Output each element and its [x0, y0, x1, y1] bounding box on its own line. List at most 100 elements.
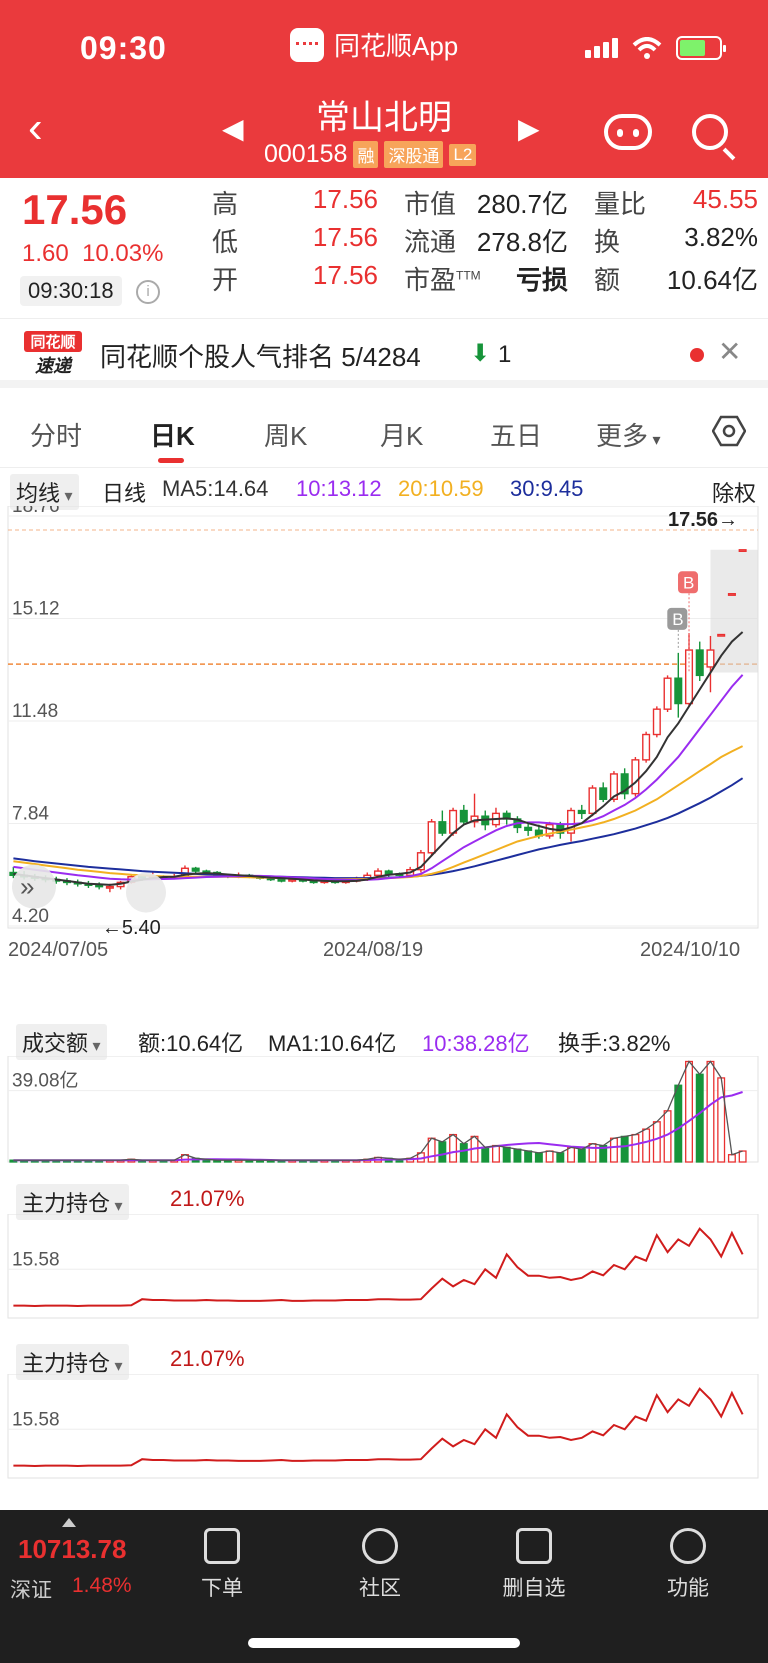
candle-body	[674, 677, 683, 705]
cellular-signal-icon	[585, 38, 618, 58]
volume-bar	[674, 1084, 683, 1163]
wifi-icon	[632, 37, 662, 59]
candle-body	[631, 759, 640, 795]
chart-frame	[7, 1214, 759, 1319]
index-value[interactable]: 10713.78	[18, 1534, 127, 1564]
candle-body	[384, 870, 393, 875]
active-tab-indicator	[158, 458, 184, 463]
indicator-selector[interactable]: 均线	[10, 474, 79, 510]
caret-up-icon	[62, 1518, 76, 1527]
y-tick-label: 15.58	[12, 1409, 60, 1430]
robot-assistant-icon[interactable]	[604, 114, 652, 150]
quote-panel: 17.56 1.60 10.03% 09:30:18 i 高 17.56 低 1…	[0, 178, 768, 314]
candle-body	[663, 677, 672, 710]
candle-body	[449, 809, 458, 834]
y-tick-label: 11.48	[12, 701, 58, 722]
volume-bar	[459, 1143, 468, 1163]
candle-body	[738, 549, 747, 552]
low-label: 低	[212, 227, 239, 257]
y-tick-label: 15.58	[12, 1249, 60, 1270]
candle-body	[588, 787, 597, 815]
last-price: 17.56	[22, 186, 128, 233]
turnover-value: 3.82%	[684, 222, 758, 252]
volume-bar	[545, 1150, 554, 1163]
tab-weekly-k[interactable]: 周K	[264, 421, 308, 451]
remove-watchlist-button[interactable]: 删自选	[484, 1528, 584, 1602]
volume-turnover: 换手:3.82%	[558, 1031, 671, 1056]
price-change: 1.60 10.03%	[22, 240, 164, 267]
volume-bar	[652, 1121, 661, 1163]
quote-time: 09:30:18	[20, 276, 122, 306]
community-button[interactable]: 社区	[330, 1528, 430, 1602]
adjust-label[interactable]: 除权	[712, 481, 757, 506]
candle-body	[727, 593, 736, 596]
minus-box-icon	[516, 1528, 552, 1564]
x-tick-label: 2024/08/19	[323, 939, 423, 961]
bottom-bar: 10713.78 深证 1.48% 下单 社区 删自选 功能	[0, 1510, 768, 1663]
y-tick-label: 15.12	[12, 599, 60, 620]
news-logo: 同花顺 速递	[24, 331, 82, 379]
low-value: 17.56	[312, 222, 378, 252]
settings-hex-icon[interactable]	[712, 414, 746, 448]
candle-body	[470, 815, 479, 823]
volume-bar	[631, 1133, 640, 1163]
tab-more[interactable]: 更多 ▾	[596, 421, 661, 451]
home-indicator	[248, 1638, 520, 1648]
info-icon[interactable]: i	[136, 280, 160, 304]
position-chart-2[interactable]: 15.58	[0, 1374, 768, 1482]
tag-connect: 深股通	[384, 141, 444, 168]
volume-ma10: 10:38.28亿	[422, 1031, 530, 1056]
candle-body	[524, 826, 533, 831]
candle-body	[416, 852, 425, 871]
volume-bar	[620, 1135, 629, 1163]
volume-bar	[491, 1144, 500, 1163]
app-logo-icon	[290, 27, 324, 62]
next-stock-button[interactable]: ▶	[518, 113, 540, 144]
pe-label: 市盈TTM	[404, 265, 481, 295]
crosshair-button-icon	[126, 872, 166, 913]
tab-monthly-k[interactable]: 月K	[380, 421, 424, 451]
volume-bar	[556, 1152, 565, 1163]
tab-intraday[interactable]: 分时	[30, 421, 83, 451]
candlestick-chart[interactable]: 18.76 15.12 11.48 7.84 4.20 BB 17.56→ ←5.40 » 202…	[0, 506, 768, 1006]
status-icons	[585, 36, 726, 60]
popularity-ranking-bar[interactable]: 同花顺 速递 同花顺个股人气排名 5/4284 ⬇ 1 ✕	[0, 318, 768, 388]
candle-body	[706, 649, 715, 668]
position-chart-1[interactable]: 15.58	[0, 1214, 768, 1322]
tag-margin: 融	[353, 141, 379, 168]
chart-frame	[7, 506, 759, 929]
low-price-marker: ←5.40	[102, 917, 161, 939]
volume-bar	[588, 1143, 597, 1163]
volume-selector[interactable]: 成交额	[16, 1024, 107, 1060]
functions-button[interactable]: 功能	[638, 1528, 738, 1602]
volume-amount: 额:10.64亿	[138, 1031, 244, 1056]
header-bar: 09:30 同花顺App ‹ 常山北明 ◀ ▶ 000158 融 深股通 L2	[0, 0, 768, 178]
index-pct: 1.48%	[72, 1574, 132, 1597]
volume-bar	[438, 1141, 447, 1163]
volume-bar	[738, 1150, 747, 1163]
ma5-label: MA5:14.64	[162, 476, 269, 501]
position-value-1: 21.07%	[170, 1186, 245, 1211]
vol-ratio-value: 45.55	[692, 184, 758, 214]
search-icon[interactable]	[692, 114, 728, 150]
high-label: 高	[212, 189, 239, 219]
buy-signal-label: B	[683, 573, 694, 592]
order-doc-icon	[204, 1528, 240, 1564]
volume-bar	[513, 1148, 522, 1163]
y-tick-label: 39.08亿	[12, 1070, 79, 1092]
tab-daily-k[interactable]: 日K	[150, 421, 195, 451]
volume-chart[interactable]: 39.08亿	[0, 1056, 768, 1166]
prev-stock-button[interactable]: ◀	[222, 113, 244, 144]
close-icon[interactable]: ✕	[718, 336, 742, 367]
app-name: 同花顺App	[334, 31, 459, 61]
position-line	[13, 1387, 744, 1468]
back-button[interactable]: ‹	[28, 103, 43, 152]
chevrons-right-icon: »	[20, 872, 34, 902]
ma20-label: 20:10.59	[398, 476, 484, 501]
tab-five-day[interactable]: 五日	[490, 421, 543, 451]
order-button[interactable]: 下单	[172, 1528, 272, 1602]
last-price-marker: 17.56→	[668, 509, 738, 531]
candle-body	[642, 733, 651, 761]
app-badge[interactable]: 同花顺App	[290, 26, 458, 63]
candle-body	[695, 649, 704, 677]
